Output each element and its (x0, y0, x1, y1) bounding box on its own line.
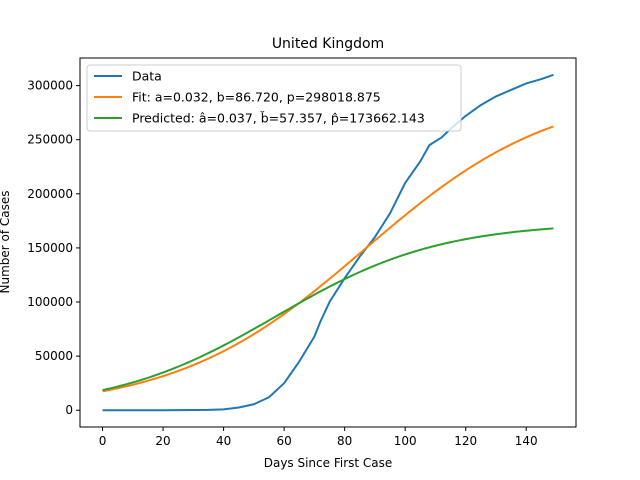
y-tick-label: 0 (65, 403, 73, 417)
x-tick-label: 140 (515, 434, 538, 448)
series-line-2 (102, 227, 554, 392)
series-layer (102, 73, 554, 412)
y-tick-label: 200000 (27, 187, 73, 201)
y-tick-label: 150000 (27, 241, 73, 255)
x-tick-label: 20 (155, 434, 170, 448)
x-axis: 0 20 40 60 80 100 120 140 (99, 427, 538, 448)
x-tick-label: 60 (276, 434, 291, 448)
x-tick-label: 120 (454, 434, 477, 448)
x-axis-label: Days Since First Case (264, 456, 393, 470)
x-tick-label: 40 (216, 434, 231, 448)
series-line-1 (102, 125, 554, 393)
legend-label-2: Predicted: â=0.037, b̆=57.357, p̂=173662… (132, 111, 425, 126)
legend-label-0: Data (132, 69, 162, 84)
x-tick-label: 80 (337, 434, 352, 448)
legend: Data Fit: a=0.032, b=86.720, p=298018.875… (86, 64, 462, 132)
y-tick-label: 50000 (35, 349, 73, 363)
series-line-0 (102, 73, 554, 412)
y-tick-label: 100000 (27, 295, 73, 309)
chart-title: United Kingdom (272, 36, 384, 52)
y-tick-label: 250000 (27, 133, 73, 147)
y-tick-label: 300000 (27, 79, 73, 93)
x-tick-label: 0 (99, 434, 107, 448)
plot-frame (79, 57, 577, 428)
x-tick-label: 100 (394, 434, 417, 448)
legend-label-1: Fit: a=0.032, b=86.720, p=298018.875 (132, 90, 381, 105)
y-axis: 0 50000 100000 150000 200000 250000 300000 (27, 79, 80, 417)
legend-box (86, 64, 462, 132)
y-axis-label: Number of Cases (0, 190, 12, 293)
